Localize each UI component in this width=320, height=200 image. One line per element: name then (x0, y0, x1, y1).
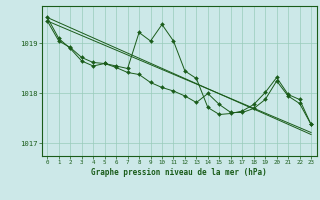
X-axis label: Graphe pression niveau de la mer (hPa): Graphe pression niveau de la mer (hPa) (91, 168, 267, 177)
